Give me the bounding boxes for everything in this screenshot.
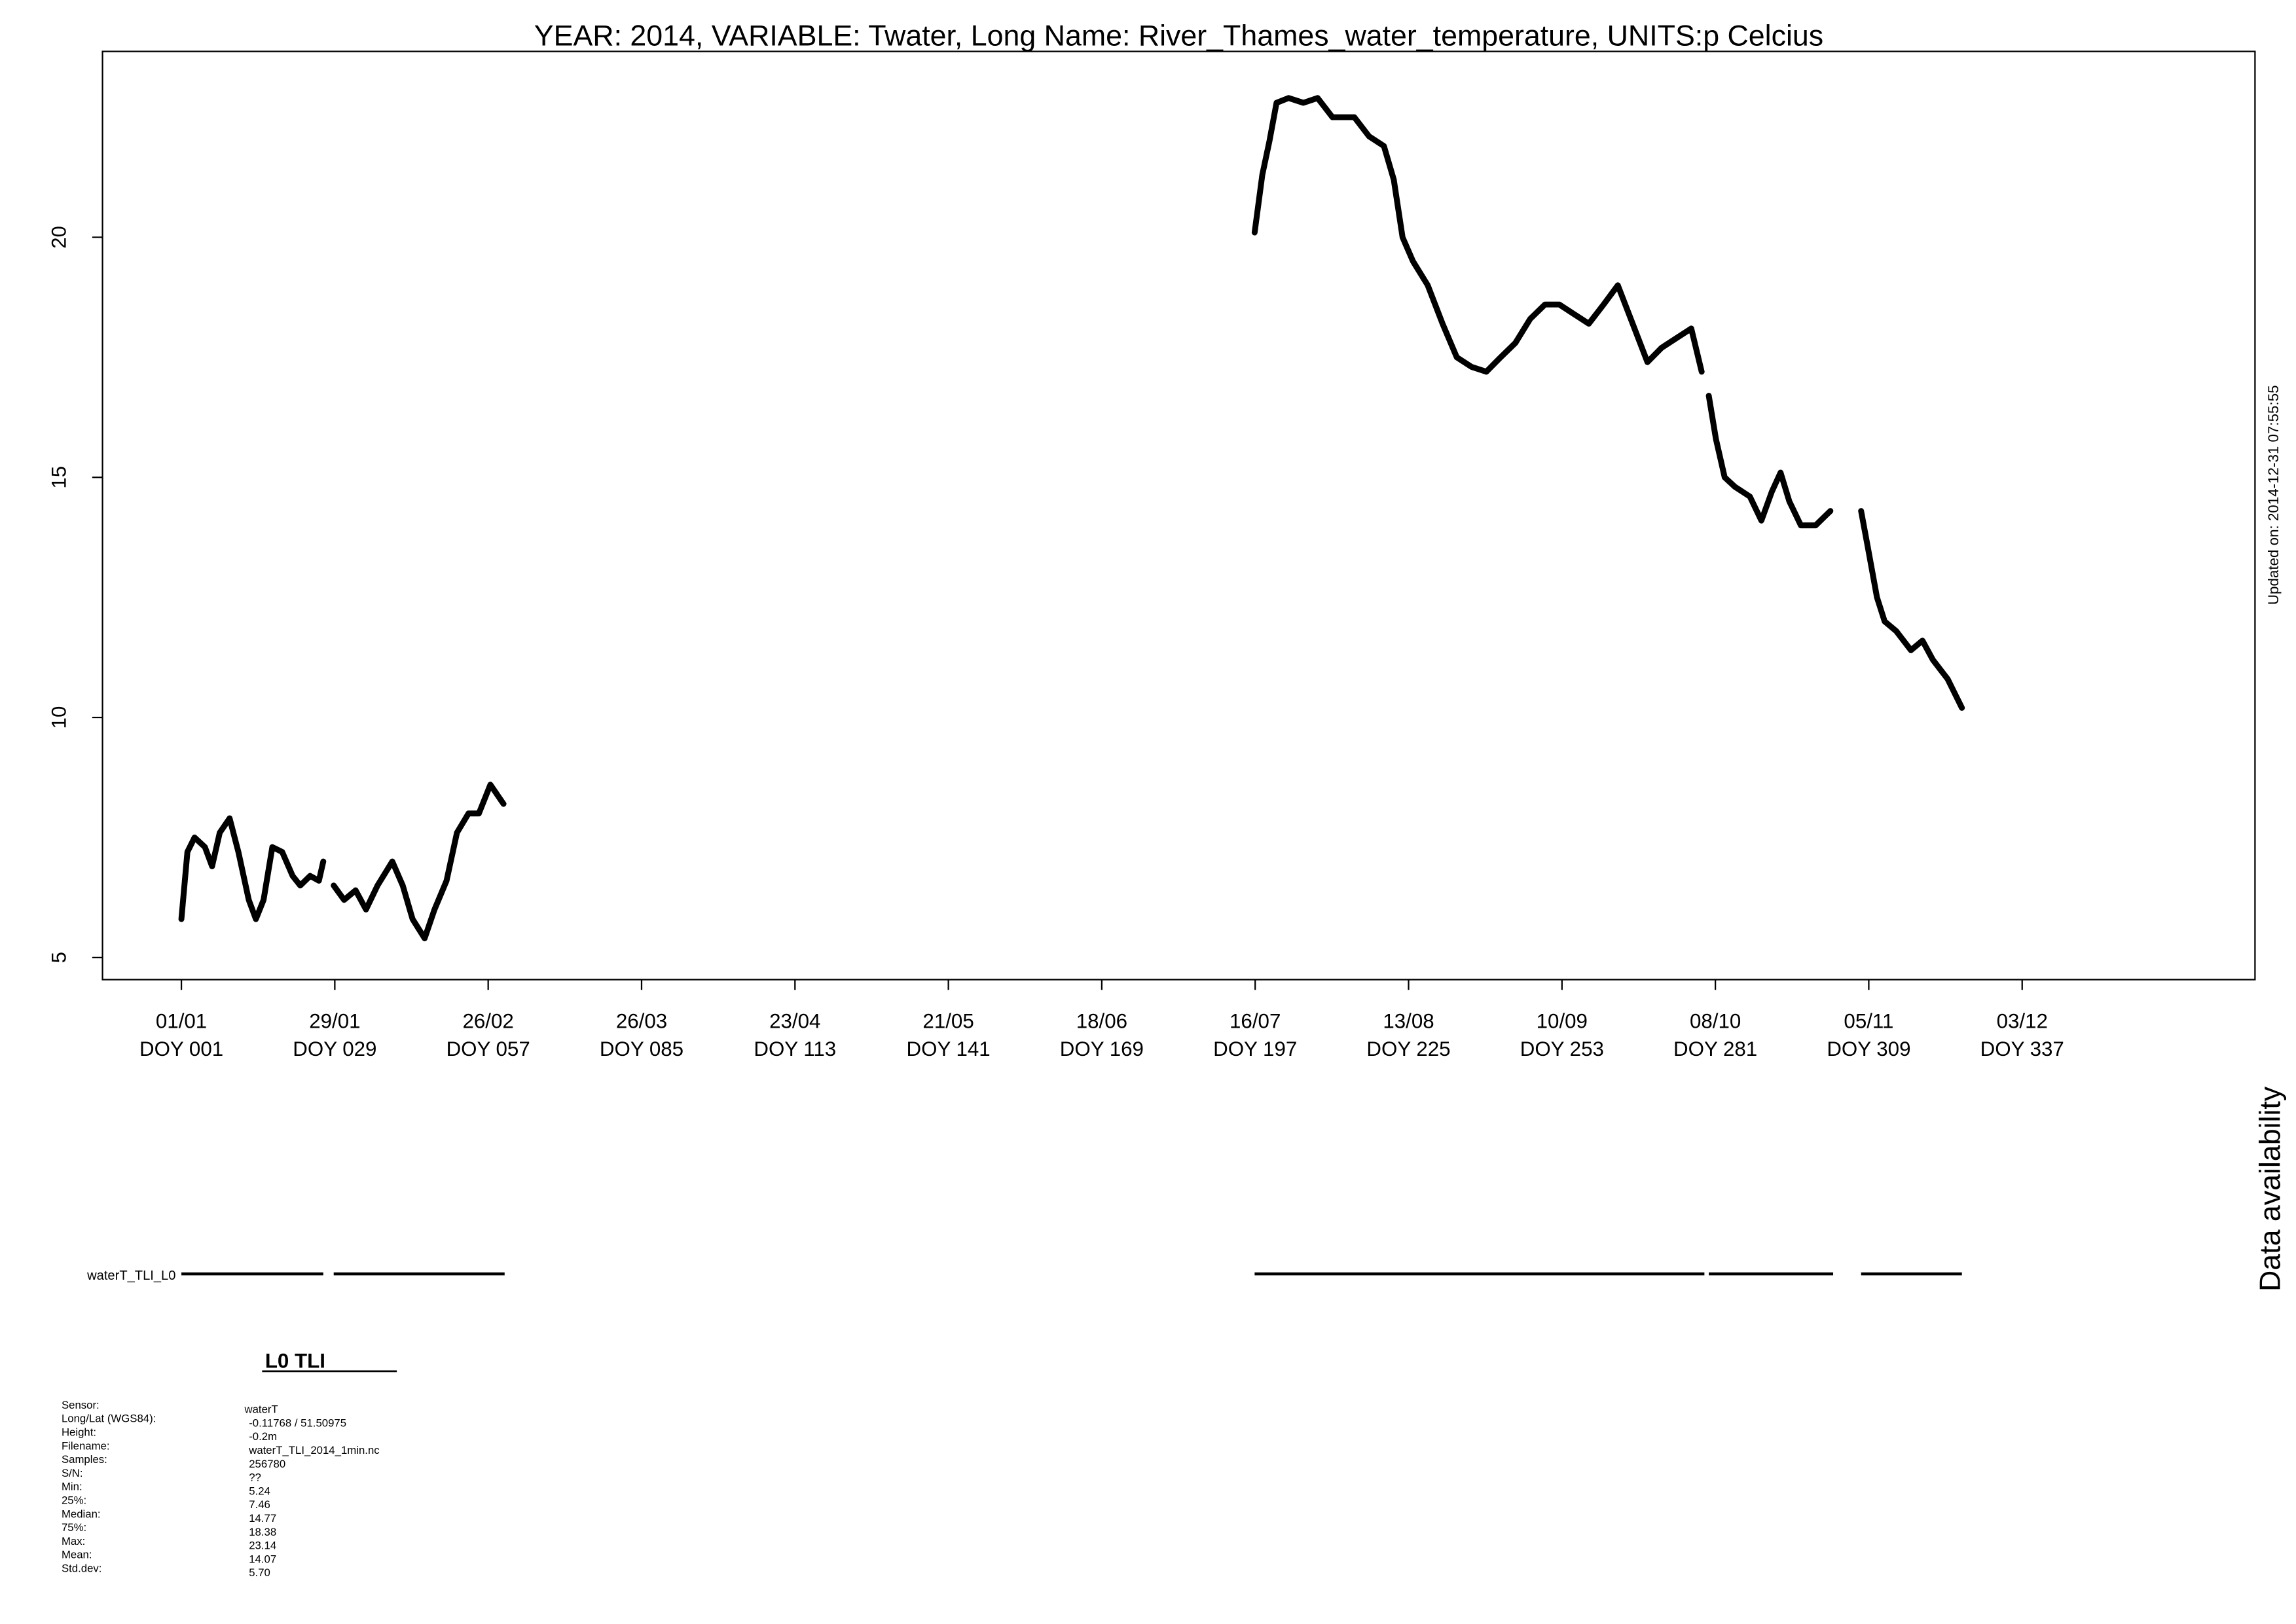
x-tick-label: 29/01 — [309, 1009, 360, 1032]
info-value: 18.38 — [249, 1526, 276, 1538]
x-tick-label: 16/07 — [1230, 1009, 1281, 1032]
x-tick-label: 01/01 — [156, 1009, 207, 1032]
info-value: -0.11768 / 51.50975 — [249, 1416, 346, 1429]
x-tick-label: 21/05 — [922, 1009, 974, 1032]
y-tick-label: 5 — [48, 952, 71, 963]
info-label: Height: — [62, 1426, 96, 1439]
info-label: Std.dev: — [62, 1562, 102, 1575]
info-value: waterT — [244, 1403, 278, 1416]
x-tick-doy-label: DOY 085 — [600, 1038, 683, 1060]
x-tick-doy-label: DOY 253 — [1520, 1038, 1604, 1060]
x-tick-label: 08/10 — [1690, 1009, 1741, 1032]
info-value: waterT_TLI_2014_1min.nc — [248, 1444, 379, 1456]
info-label: Samples: — [62, 1453, 107, 1466]
x-tick-label: 13/08 — [1383, 1009, 1434, 1032]
y-tick-label: 10 — [48, 706, 71, 729]
chart-title: YEAR: 2014, VARIABLE: Twater, Long Name:… — [534, 20, 1823, 52]
x-tick-doy-label: DOY 029 — [293, 1038, 376, 1060]
info-value: 23.14 — [249, 1540, 276, 1552]
x-tick-doy-label: DOY 309 — [1827, 1038, 1910, 1060]
availability-label: waterT_TLI_L0 — [86, 1269, 175, 1283]
info-label: S/N: — [62, 1467, 83, 1479]
info-title: L0 TLI — [265, 1349, 325, 1372]
x-tick-doy-label: DOY 281 — [1673, 1038, 1757, 1060]
info-value: 5.70 — [249, 1566, 270, 1579]
y-tick-label: 15 — [48, 466, 71, 489]
info-value: 7.46 — [249, 1498, 270, 1511]
info-label: Min: — [62, 1481, 82, 1493]
availability-title: Data availability — [2254, 1086, 2286, 1291]
x-tick-doy-label: DOY 225 — [1366, 1038, 1450, 1060]
x-tick-label: 05/11 — [1844, 1009, 1893, 1032]
x-tick-label: 26/02 — [463, 1009, 514, 1032]
info-label: Median: — [62, 1507, 101, 1520]
info-value: 5.24 — [249, 1485, 270, 1497]
info-value: 256780 — [249, 1458, 285, 1470]
y-tick-label: 20 — [48, 226, 71, 249]
info-label: Mean: — [62, 1549, 92, 1561]
info-value: 14.07 — [249, 1553, 276, 1565]
info-label: 25%: — [62, 1494, 86, 1507]
x-tick-label: 26/03 — [616, 1009, 667, 1032]
x-tick-doy-label: DOY 001 — [139, 1038, 223, 1060]
x-tick-doy-label: DOY 113 — [754, 1038, 836, 1060]
plot-frame — [101, 50, 2256, 981]
info-value: -0.2m — [249, 1430, 277, 1443]
x-tick-doy-label: DOY 169 — [1060, 1038, 1144, 1060]
x-tick-label: 18/06 — [1076, 1009, 1127, 1032]
info-label: 75%: — [62, 1521, 86, 1534]
info-value: 14.77 — [249, 1512, 276, 1525]
x-tick-label: 03/12 — [1997, 1009, 2048, 1032]
x-tick-doy-label: DOY 057 — [446, 1038, 530, 1060]
x-tick-doy-label: DOY 337 — [1980, 1038, 2064, 1060]
x-tick-label: 23/04 — [769, 1009, 820, 1032]
info-label: Sensor: — [62, 1399, 100, 1411]
x-tick-doy-label: DOY 141 — [907, 1038, 991, 1060]
data-line — [178, 95, 1965, 941]
info-value: ?? — [249, 1471, 261, 1484]
updated-note: Updated on: 2014-12-31 07:55:55 — [2265, 385, 2282, 605]
info-label: Long/Lat (WGS84): — [62, 1413, 156, 1425]
x-tick-doy-label: DOY 197 — [1213, 1038, 1297, 1060]
info-label: Filename: — [62, 1439, 110, 1452]
info-label: Max: — [62, 1535, 85, 1547]
x-tick-label: 10/09 — [1537, 1009, 1588, 1032]
